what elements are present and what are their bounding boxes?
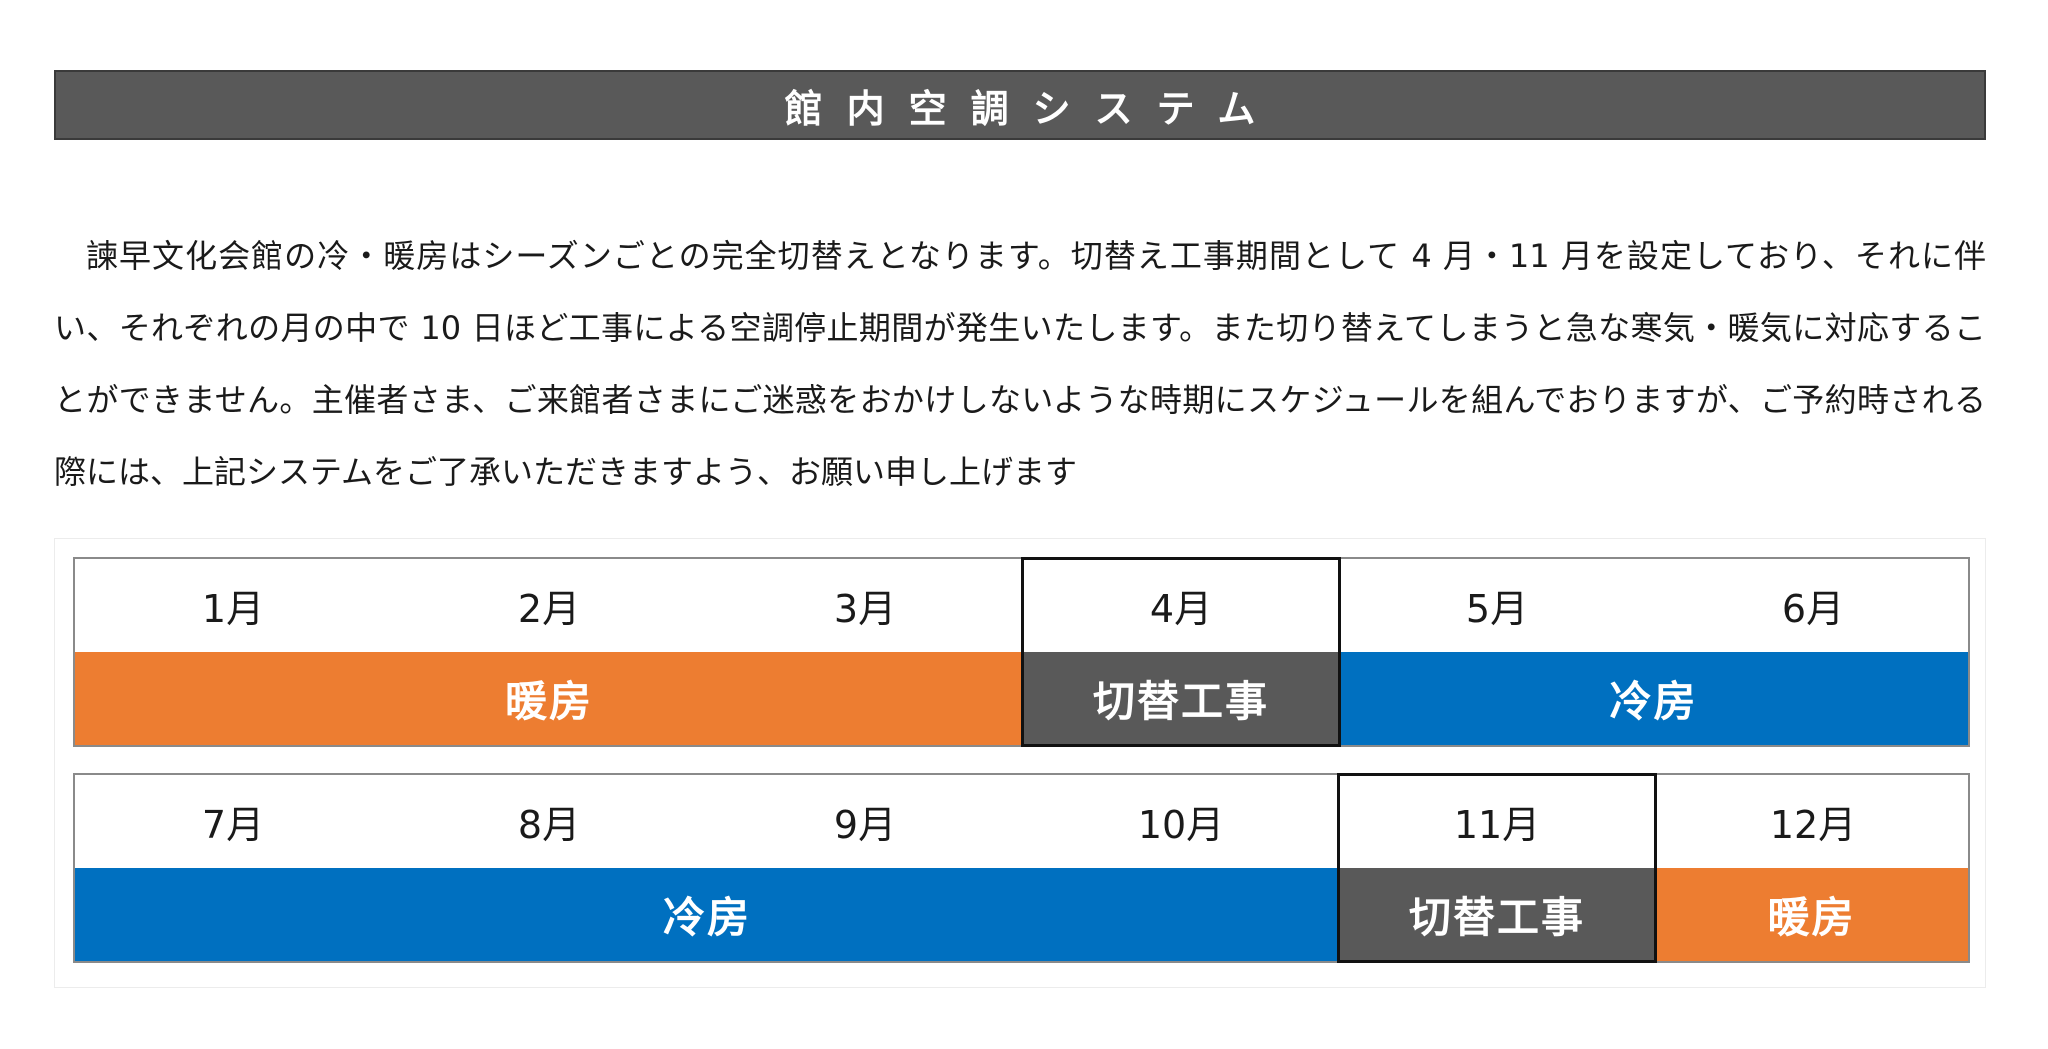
month-label-11: 11月 — [1453, 803, 1541, 847]
description-paragraph: 諫早文化会館の冷・暖房はシーズンごとの完全切替えとなります。切替え工事期間として… — [54, 237, 1986, 491]
month-label-1: 1月 — [201, 587, 265, 631]
month-label-12: 12月 — [1769, 803, 1857, 847]
month-label-3: 3月 — [833, 587, 897, 631]
month-header-row: 7月 8月 9月 10月 11月 12月 — [75, 775, 1968, 868]
page-title: 館内空調システム — [784, 86, 1280, 131]
season-band-row: 暖房 切替工事 冷房 — [75, 652, 1968, 745]
month-label-5: 5月 — [1465, 587, 1529, 631]
month-label-10: 10月 — [1137, 803, 1225, 847]
cooling-band-may-jun: 冷房 — [1339, 652, 1968, 745]
month-label-8: 8月 — [517, 803, 581, 847]
schedule-row-jan-jun: 1月 2月 3月 4月 5月 6月 暖房 切替工事 冷房 — [73, 557, 1970, 747]
month-label-6: 6月 — [1781, 587, 1845, 631]
month-label-7: 7月 — [201, 803, 265, 847]
heating-band-dec: 暖房 — [1655, 868, 1968, 961]
switchover-band-nov: 切替工事 — [1339, 868, 1655, 961]
month-label-4: 4月 — [1149, 587, 1213, 631]
month-label-2: 2月 — [517, 587, 581, 631]
cooling-band-jul-oct: 冷房 — [75, 868, 1339, 961]
schedule-row-jul-dec: 7月 8月 9月 10月 11月 12月 冷房 切替工事 暖房 — [73, 773, 1970, 963]
month-header-row: 1月 2月 3月 4月 5月 6月 — [75, 559, 1968, 652]
schedule-figure: 1月 2月 3月 4月 5月 6月 暖房 切替工事 冷房 7月 8月 9月 10… — [54, 538, 1986, 988]
heating-band-jan-mar: 暖房 — [75, 652, 1023, 745]
title-bar: 館内空調システム — [54, 70, 1986, 140]
switchover-band-apr: 切替工事 — [1023, 652, 1339, 745]
month-label-9: 9月 — [833, 803, 897, 847]
season-band-row: 冷房 切替工事 暖房 — [75, 868, 1968, 961]
